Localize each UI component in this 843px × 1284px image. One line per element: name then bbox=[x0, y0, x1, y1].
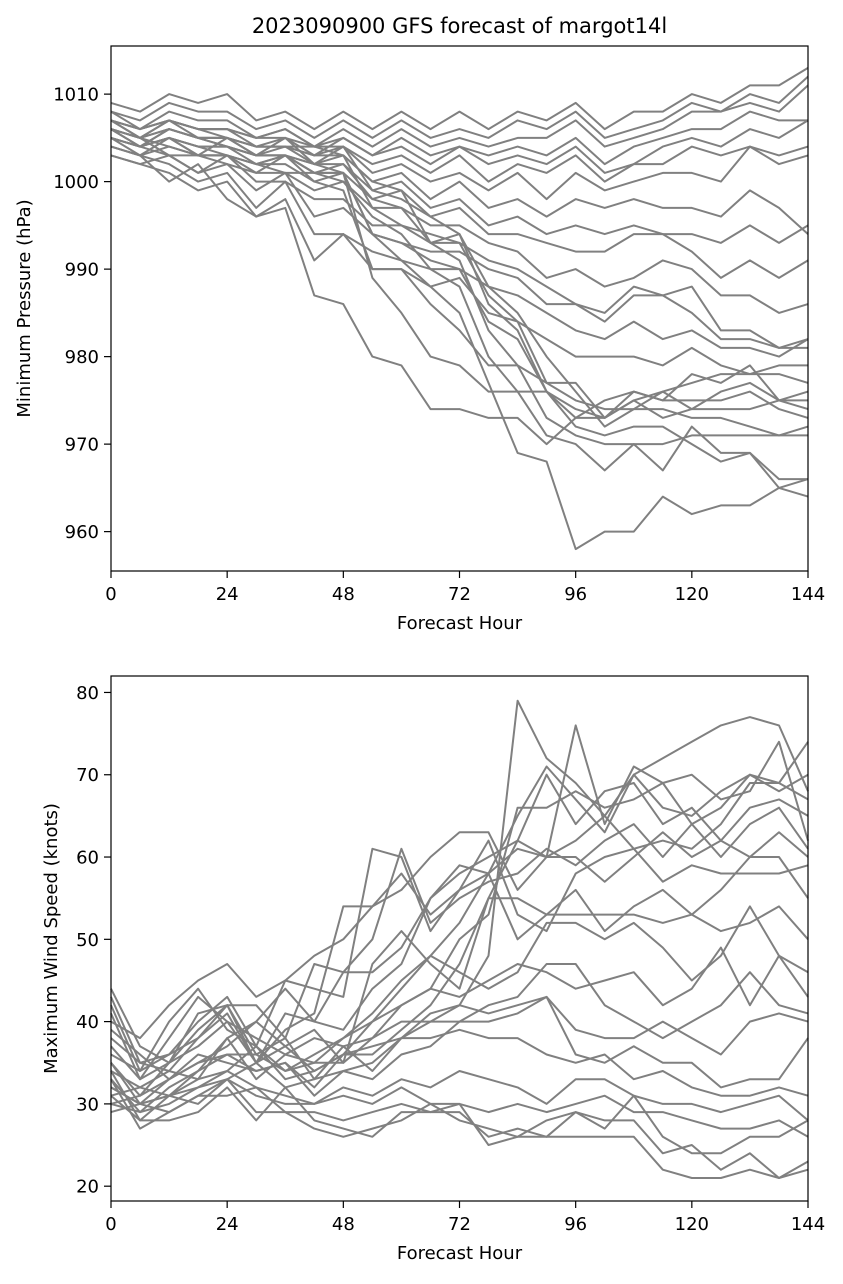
pressure-x-tick-label: 48 bbox=[332, 584, 355, 605]
pressure-series-line-7 bbox=[110, 128, 809, 201]
wind-x-axis-label: Forecast Hour bbox=[397, 1243, 523, 1264]
wind-series-line-3 bbox=[110, 741, 809, 1072]
pressure-x-tick-label: 144 bbox=[791, 584, 825, 605]
pressure-x-axis-label: Forecast Hour bbox=[397, 613, 523, 634]
wind-x-tick-label: 144 bbox=[791, 1214, 825, 1235]
pressure-x-tick-label: 72 bbox=[448, 584, 471, 605]
wind-panel: 0 24 48 72 96 120 144 20 30 40 50 60 70 80 Forecast … bbox=[41, 675, 825, 1264]
wind-y-tick-label: 50 bbox=[76, 930, 99, 951]
wind-series-line-22 bbox=[110, 1062, 809, 1179]
wind-x-tick-label: 72 bbox=[448, 1214, 471, 1235]
pressure-series-line-23 bbox=[110, 128, 809, 498]
pressure-series-line-16 bbox=[110, 137, 809, 446]
pressure-y-tick-label: 980 bbox=[65, 347, 99, 368]
wind-series-line-21 bbox=[110, 1070, 809, 1179]
pressure-y-tick-label: 960 bbox=[65, 522, 99, 543]
wind-y-ticks: 20 30 40 50 60 70 80 bbox=[76, 683, 111, 1198]
wind-series-line-6 bbox=[110, 773, 809, 1081]
wind-x-tick-label: 120 bbox=[675, 1214, 709, 1235]
pressure-y-tick-label: 970 bbox=[65, 435, 99, 456]
wind-series-line-20 bbox=[110, 1078, 809, 1155]
pressure-series-line-15 bbox=[110, 154, 808, 376]
pressure-chart-title: 2023090900 GFS forecast of margot14l bbox=[252, 14, 667, 38]
wind-y-tick-label: 30 bbox=[76, 1094, 99, 1115]
pressure-x-tick-label: 0 bbox=[105, 584, 116, 605]
wind-x-tick-label: 96 bbox=[564, 1214, 587, 1235]
pressure-series-line-19 bbox=[110, 119, 809, 419]
pressure-x-tick-label: 24 bbox=[216, 584, 239, 605]
pressure-series-line-22 bbox=[110, 119, 808, 446]
wind-y-tick-label: 70 bbox=[76, 765, 99, 786]
wind-series-line-5 bbox=[110, 782, 809, 1040]
pressure-series-line-3 bbox=[110, 84, 809, 148]
wind-y-tick-label: 40 bbox=[76, 1012, 99, 1033]
pressure-x-tick-label: 96 bbox=[564, 584, 587, 605]
wind-series-line-17 bbox=[110, 1028, 809, 1105]
pressure-x-ticks: 0 24 48 72 96 120 144 bbox=[105, 571, 825, 605]
wind-y-tick-label: 80 bbox=[76, 683, 99, 704]
pressure-y-ticks: 960 970 980 990 1000 1010 bbox=[53, 85, 111, 543]
wind-x-tick-label: 0 bbox=[105, 1214, 116, 1235]
wind-y-tick-label: 60 bbox=[76, 848, 99, 869]
pressure-series-line-9 bbox=[110, 136, 809, 244]
pressure-y-tick-label: 990 bbox=[65, 260, 99, 281]
wind-series-line-13 bbox=[110, 946, 809, 1105]
wind-y-axis-label: Maximum Wind Speed (knots) bbox=[41, 803, 62, 1074]
wind-y-tick-label: 20 bbox=[76, 1177, 99, 1198]
pressure-plot-frame bbox=[110, 45, 809, 572]
pressure-series-line-13 bbox=[110, 136, 808, 349]
pressure-y-tick-label: 1010 bbox=[53, 85, 99, 106]
pressure-series-group bbox=[110, 67, 809, 551]
pressure-series-line-25 bbox=[110, 128, 809, 551]
wind-series-line-2 bbox=[110, 724, 809, 1072]
wind-series-line-9 bbox=[110, 839, 809, 1072]
wind-x-ticks: 0 24 48 72 96 120 144 bbox=[105, 1201, 825, 1235]
wind-x-tick-label: 48 bbox=[332, 1214, 355, 1235]
pressure-series-line-2 bbox=[110, 75, 809, 139]
wind-series-line-18 bbox=[110, 1070, 809, 1122]
pressure-y-axis-label: Minimum Pressure (hPa) bbox=[14, 199, 35, 417]
wind-series-group bbox=[110, 699, 809, 1179]
pressure-series-line-1 bbox=[110, 67, 809, 131]
pressure-panel: 2023090900 GFS forecast of margot14l 0 24… bbox=[14, 14, 825, 634]
pressure-x-tick-label: 120 bbox=[675, 584, 709, 605]
wind-x-tick-label: 24 bbox=[216, 1214, 239, 1235]
pressure-y-tick-label: 1000 bbox=[53, 172, 99, 193]
